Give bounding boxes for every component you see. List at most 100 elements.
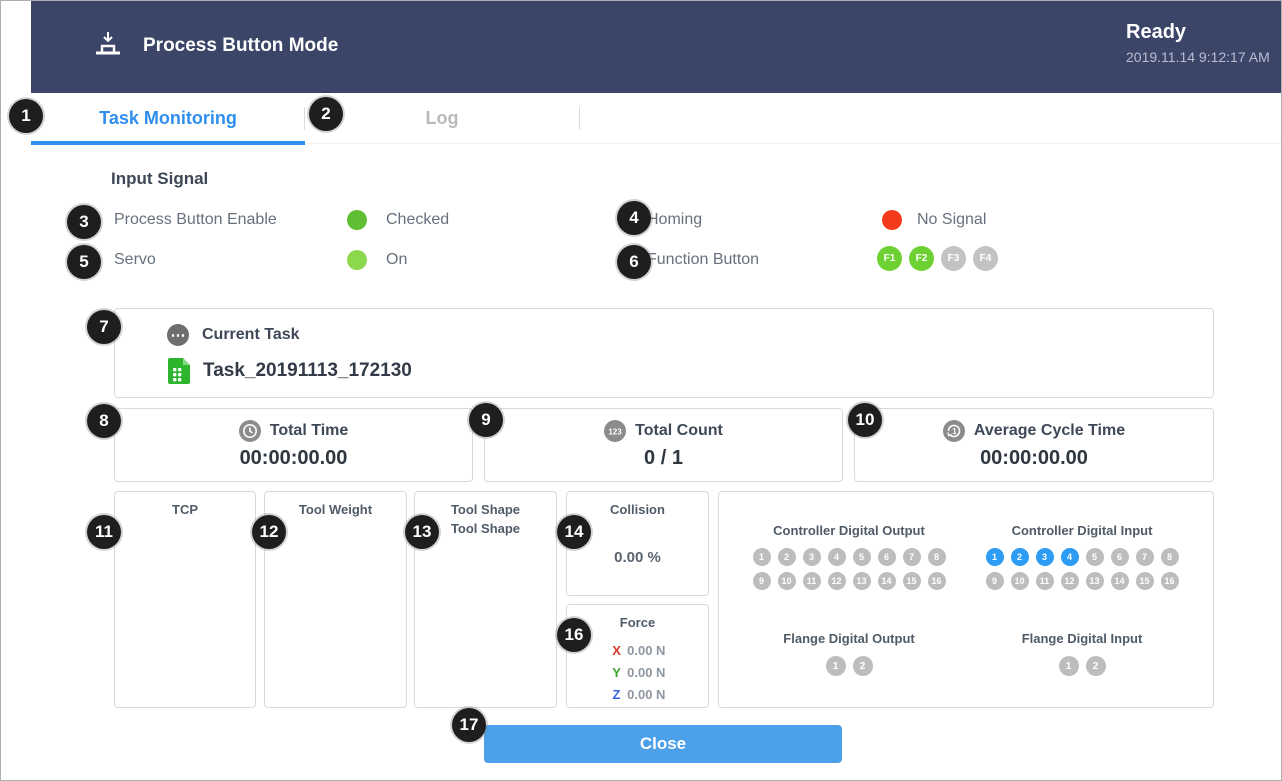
io-indicator-1: 1: [825, 656, 846, 676]
io-indicator-10: 10: [777, 572, 796, 590]
average-cycle-time-box: 1 Average Cycle Time 00:00:00.00: [854, 408, 1214, 482]
annotation-badge-10: 10: [848, 403, 882, 437]
io-indicator-14: 14: [877, 572, 896, 590]
function-button-f1: F1: [877, 246, 902, 271]
io-indicator-3: 3: [802, 548, 821, 566]
io-indicator-1: 1: [1058, 656, 1079, 676]
task-file-icon: [168, 358, 190, 384]
dialog-header: Process Button Mode Ready 2019.11.14 9:1…: [31, 1, 1281, 93]
force-title: Force: [619, 615, 656, 630]
annotation-badge-17: 17: [452, 708, 486, 742]
signal-status-process-button-enable: Checked: [386, 211, 450, 228]
tool-shape-value: Tool Shape: [450, 521, 521, 536]
status-datetime: 2019.11.14 9:12:17 AM: [1126, 49, 1270, 65]
force-values: X 0.00 N Y 0.00 N Z 0.00 N: [567, 640, 708, 706]
tool-shape-title: Tool Shape: [450, 502, 521, 517]
io-indicator-8: 8: [1160, 548, 1179, 566]
controller-digital-input-group: Controller Digital Input 1 2 3 4 5 6 7 8 9 10 11 12 1…: [969, 523, 1195, 593]
tab-task-monitoring-label: Task Monitoring: [99, 108, 237, 128]
io-indicator-15: 15: [902, 572, 921, 590]
total-time-box: Total Time 00:00:00.00: [114, 408, 473, 482]
signal-label-servo: Servo: [114, 251, 156, 268]
dialog-title: Process Button Mode: [143, 35, 339, 56]
io-indicator-16: 16: [1160, 572, 1179, 590]
signal-label-homing: Homing: [647, 211, 703, 228]
annotation-badge-8: 8: [87, 404, 121, 438]
flange-digital-input-group: Flange Digital Input 1 2: [969, 631, 1195, 679]
io-indicator-5: 5: [852, 548, 871, 566]
io-group-title: Flange Digital Input: [1021, 631, 1143, 646]
average-cycle-time-label: Average Cycle Time: [973, 422, 1126, 439]
collision-panel: Collision 0.00 %: [566, 491, 709, 596]
io-indicator-8: 8: [927, 548, 946, 566]
flange-digital-output-group: Flange Digital Output 1 2: [736, 631, 962, 679]
io-indicator-1: 1: [752, 548, 771, 566]
io-indicator-3: 3: [1035, 548, 1054, 566]
io-indicator-7: 7: [1135, 548, 1154, 566]
digital-io-panel: Controller Digital Output 1 2 3 4 5 6 7 8 9 10 11 12…: [718, 491, 1214, 708]
tool-shape-panel: Tool Shape Tool Shape: [414, 491, 557, 708]
annotation-badge-13: 13: [405, 515, 439, 549]
status-dot-servo: [347, 250, 367, 270]
tcp-panel: TCP: [114, 491, 256, 708]
io-indicator-13: 13: [1085, 572, 1104, 590]
input-signal-heading: Input Signal: [111, 169, 209, 188]
io-indicator-16: 16: [927, 572, 946, 590]
active-tab-underline: [31, 141, 305, 145]
io-indicator-12: 12: [827, 572, 846, 590]
current-task-name: Task_20191113_172130: [203, 360, 412, 381]
controller-digital-output-group: Controller Digital Output 1 2 3 4 5 6 7 8 9 10 11 12…: [736, 523, 962, 593]
force-z-row: Z 0.00 N: [612, 687, 666, 702]
io-indicator-10: 10: [1010, 572, 1029, 590]
io-indicator-2: 2: [852, 656, 873, 676]
io-indicator-9: 9: [985, 572, 1004, 590]
process-press-icon: [96, 32, 120, 55]
close-button-label: Close: [639, 734, 687, 753]
function-button-f3: F3: [941, 246, 966, 271]
annotation-badge-2: 2: [309, 97, 343, 131]
total-count-box: 123 Total Count 0 / 1: [484, 408, 843, 482]
tab-log[interactable]: Log: [305, 93, 579, 144]
signal-label-function-button: Function Button: [647, 251, 760, 268]
annotation-badge-4: 4: [617, 201, 651, 235]
status-block: Ready 2019.11.14 9:12:17 AM: [1126, 21, 1270, 65]
total-time-label: Total Time: [269, 422, 349, 439]
cycle-time-icon: 1: [942, 420, 965, 442]
annotation-badge-12: 12: [252, 515, 286, 549]
annotation-badge-9: 9: [469, 403, 503, 437]
current-task-label: Current Task: [202, 326, 300, 343]
tab-separator: [579, 107, 580, 130]
io-indicator-1: 1: [985, 548, 1004, 566]
function-button-f2: F2: [909, 246, 934, 271]
force-x-row: X 0.00 N: [612, 643, 666, 658]
close-button[interactable]: Close: [484, 725, 842, 763]
io-indicator-6: 6: [1110, 548, 1129, 566]
tab-bar: Task Monitoring Log: [31, 93, 1281, 145]
svg-text:123: 123: [608, 428, 622, 437]
annotation-badge-7: 7: [87, 310, 121, 344]
total-time-value: 00:00:00.00: [239, 447, 348, 469]
ellipsis-icon: ⋯: [167, 324, 189, 346]
tab-task-monitoring[interactable]: Task Monitoring: [31, 93, 305, 145]
total-count-value: 0 / 1: [644, 447, 683, 469]
io-indicator-13: 13: [852, 572, 871, 590]
annotation-badge-3: 3: [67, 205, 101, 239]
annotation-badge-14: 14: [557, 515, 591, 549]
annotation-badge-1: 1: [9, 99, 43, 133]
tab-log-label: Log: [425, 108, 459, 128]
current-task-box: ⋯ Current Task Task_20191113_172130: [114, 308, 1214, 398]
force-y-row: Y 0.00 N: [612, 665, 666, 680]
collision-value: 0.00 %: [614, 549, 661, 566]
clock-icon: [238, 420, 261, 442]
io-indicator-11: 11: [1035, 572, 1054, 590]
signal-status-servo: On: [386, 251, 408, 268]
io-indicator-2: 2: [1085, 656, 1106, 676]
io-indicator-4: 4: [827, 548, 846, 566]
robot-status: Ready: [1126, 21, 1187, 43]
io-group-title: Flange Digital Output: [783, 631, 915, 646]
annotation-badge-6: 6: [617, 245, 651, 279]
io-group-title: Controller Digital Input: [1011, 523, 1153, 538]
signal-label-process-button-enable: Process Button Enable: [114, 211, 277, 228]
io-indicator-2: 2: [1010, 548, 1029, 566]
io-indicator-6: 6: [877, 548, 896, 566]
